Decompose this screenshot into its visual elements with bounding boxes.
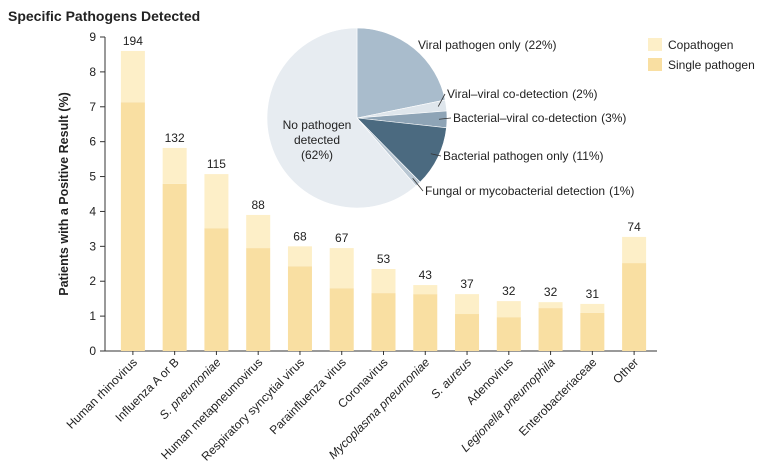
pie-category: Viral pathogen only: [418, 38, 521, 52]
bar-segment: [538, 308, 563, 351]
bar-segment: [162, 147, 187, 184]
bar-label: 32: [502, 284, 516, 298]
bar-label: 68: [293, 229, 307, 243]
x-tick-label: Other: [610, 355, 641, 386]
leader-line: [438, 117, 452, 120]
x-tick-label: Human rhinovirus: [64, 355, 140, 431]
bar-label: 88: [252, 198, 266, 212]
pie-category: Bacterial–viral co-detection: [453, 111, 597, 125]
bar-segment: [580, 312, 605, 351]
pie-value-label: (22%): [525, 38, 557, 52]
bar-segment: [120, 50, 145, 103]
legend-swatch: [648, 58, 662, 71]
y-axis-title: Patients with a Positive Result (%): [57, 92, 71, 296]
y-tick-label: 6: [89, 135, 96, 149]
legend-swatch: [648, 38, 662, 51]
pie-value-label: (3%): [601, 111, 626, 125]
bar-segment: [622, 236, 647, 264]
y-tick-label: 5: [89, 170, 96, 184]
chart-title: Specific Pathogens Detected: [8, 8, 200, 24]
pie-value-label: (62%): [301, 148, 333, 162]
leader-line: [437, 93, 446, 107]
bar-label: 115: [207, 157, 226, 171]
pie-value-label: (2%): [572, 87, 597, 101]
leader-line: [412, 177, 424, 192]
pie-label-part: detected: [294, 133, 340, 147]
bar-segment: [496, 301, 521, 318]
bar-label: 67: [335, 231, 349, 245]
pie-category: Viral–viral co-detection: [447, 87, 568, 101]
bar-segment: [329, 288, 354, 351]
pie-label: Viral pathogen only (22%): [418, 38, 557, 52]
y-tick-label: 8: [89, 65, 96, 79]
bar-segment: [496, 317, 521, 351]
bar-segment: [622, 263, 647, 351]
pie-label: Viral–viral co-detection (2%): [447, 87, 598, 101]
y-tick-label: 0: [89, 344, 96, 358]
pie-label: Fungal or mycobacterial detection (1%): [425, 184, 634, 198]
y-tick-label: 9: [89, 30, 96, 44]
bar-label: 74: [627, 220, 641, 234]
pie-slice: [266, 27, 417, 209]
bar-segment: [413, 294, 438, 351]
pie-label: Bacterial pathogen only (11%): [443, 149, 604, 163]
pie-label: Bacterial–viral co-detection (3%): [453, 111, 626, 125]
bar-segment: [371, 269, 396, 294]
y-tick-label: 1: [89, 309, 96, 323]
bar-segment: [246, 248, 271, 351]
bar-segment: [162, 183, 187, 351]
bar-segment: [455, 294, 480, 315]
bar-segment: [455, 314, 480, 351]
y-tick-label: 4: [89, 204, 96, 218]
bar-label: 32: [544, 285, 558, 299]
bar-label: 43: [419, 268, 433, 282]
bar-segment: [287, 246, 312, 267]
bar-label: 53: [377, 252, 391, 266]
bar-label: 31: [586, 287, 600, 301]
pie-value-label: (11%): [572, 149, 603, 163]
bar-label: 132: [165, 131, 185, 145]
bar-segment: [371, 293, 396, 351]
pie-category: Fungal or mycobacterial detection: [425, 184, 605, 198]
pie-slice: [356, 27, 446, 119]
bar-label: 194: [123, 34, 143, 48]
bar-segment: [413, 285, 438, 295]
y-tick-label: 2: [89, 274, 96, 288]
bar-segment: [204, 174, 229, 229]
bar-segment: [204, 228, 229, 351]
bar-label: 37: [460, 277, 474, 291]
leader-line: [430, 153, 442, 157]
x-tick-label: Parainfluenza virus: [267, 355, 349, 437]
y-tick-label: 7: [89, 100, 96, 114]
y-tick-label: 3: [89, 239, 96, 253]
bar-segment: [580, 303, 605, 313]
legend-label: Single pathogen: [668, 58, 755, 72]
bar-segment: [287, 266, 312, 351]
x-tick-label: Enterobacteriaceae: [516, 355, 600, 439]
bar-segment: [538, 302, 563, 309]
pie-label-part: No pathogen: [283, 118, 352, 132]
pie-label: No pathogen detected (62%): [283, 118, 352, 162]
bar-segment: [120, 102, 145, 352]
bar-segment: [246, 214, 271, 249]
bar-segment: [329, 248, 354, 289]
pie-value-label: (1%): [609, 184, 634, 198]
legend-label: Copathogen: [668, 38, 733, 52]
pie-category: Bacterial pathogen only: [443, 149, 568, 163]
